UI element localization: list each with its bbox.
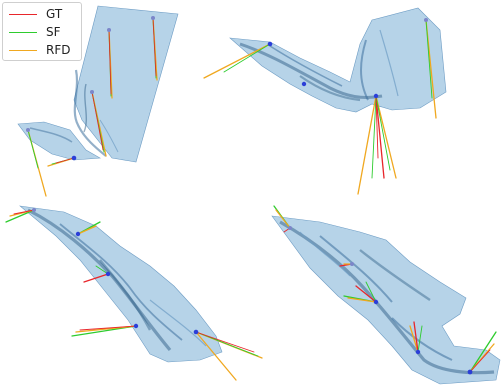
surface-mesh [229, 7, 447, 113]
panel-top-left [17, 5, 179, 197]
legend-swatch-gt [9, 13, 37, 15]
surface-mesh [17, 5, 179, 163]
arrows [27, 17, 158, 197]
panel-bottom-left [5, 205, 263, 381]
arrows [273, 205, 497, 373]
arrows [203, 19, 437, 195]
legend-item-sf: SF [9, 24, 61, 40]
surface-mesh [271, 215, 501, 385]
legend-swatch-rfd [9, 49, 37, 51]
legend: GT SF RFD [2, 2, 82, 61]
sample-points [267, 18, 428, 99]
legend-label-rfd: RFD [46, 43, 71, 57]
sample-points [32, 208, 199, 335]
legend-item-rfd: RFD [9, 42, 70, 58]
legend-item-gt: GT [9, 6, 62, 22]
legend-label-gt: GT [46, 7, 63, 21]
legend-label-sf: SF [46, 25, 61, 39]
legend-swatch-sf [9, 31, 37, 33]
sample-points [288, 226, 473, 375]
arrows [5, 209, 263, 381]
panel-top-right [203, 7, 447, 195]
panel-bottom-right [271, 205, 501, 385]
sample-points [26, 16, 155, 161]
surface-mesh [19, 205, 223, 363]
